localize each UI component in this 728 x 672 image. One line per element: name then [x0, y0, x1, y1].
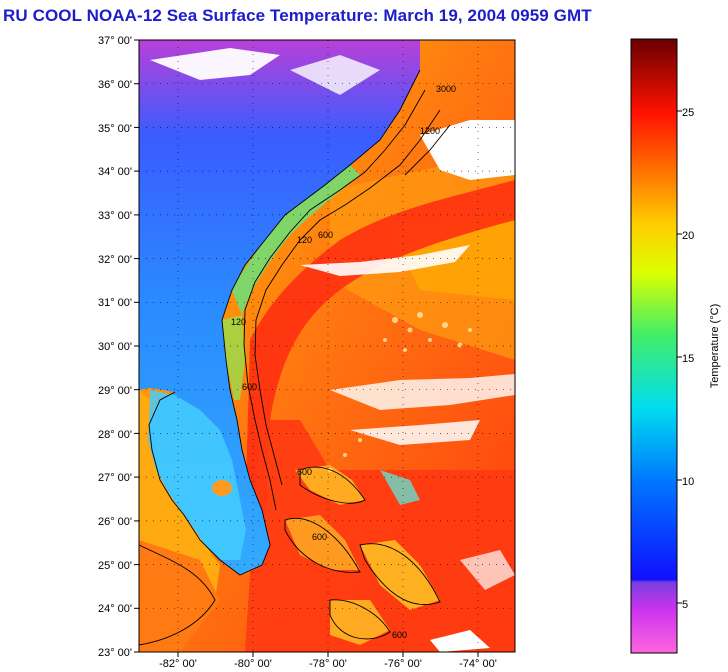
lat-label-32: 32° 00': [98, 254, 132, 266]
contour-label-600-north: 600: [318, 230, 333, 240]
lat-label-25: 25° 00': [98, 560, 132, 572]
lat-label-29: 29° 00': [98, 385, 132, 397]
contour-label-120-mid: 120: [231, 317, 246, 327]
lon-label-76: -76° 00': [384, 658, 422, 670]
lon-label-78: -78° 00': [309, 658, 347, 670]
lat-label-34: 34° 00': [98, 166, 132, 178]
lat-label-37: 37° 00': [98, 35, 132, 47]
colorbar-tick-10: 10: [682, 476, 694, 488]
colorbar-tick-25: 25: [682, 107, 694, 119]
contour-label-600-southeast: 600: [392, 630, 407, 640]
lon-label-82: -82° 00': [159, 658, 197, 670]
lon-label-74: -74° 00': [459, 658, 497, 670]
latitude-axis: 37° 00' 36° 00' 35° 00' 34° 00' 33° 00' …: [98, 35, 132, 659]
sst-image: [139, 40, 515, 652]
colorbar-tick-5: 5: [682, 599, 688, 611]
contour-label-1200: 1200: [420, 126, 440, 136]
lat-label-26: 26° 00': [98, 516, 132, 528]
contour-label-600-mid: 600: [242, 382, 257, 392]
contour-label-600-bahamas: 600: [297, 467, 312, 477]
longitude-axis: -82° 00' -80° 00' -78° 00' -76° 00' -74°…: [159, 658, 497, 670]
lat-label-24: 24° 00': [98, 603, 132, 615]
lat-label-28: 28° 00': [98, 429, 132, 441]
lat-label-36: 36° 00': [98, 79, 132, 91]
lon-label-80: -80° 00': [234, 658, 272, 670]
lat-label-35: 35° 00': [98, 123, 132, 135]
colorbar-gradient: [630, 38, 678, 654]
colorbar-tick-15: 15: [682, 353, 694, 365]
lat-label-31: 31° 00': [98, 297, 132, 309]
lat-label-33: 33° 00': [98, 210, 132, 222]
colorbar-tick-20: 20: [682, 230, 694, 242]
colorbar: 25 20 15 10 5 Temperature (°C): [630, 38, 721, 654]
map-ticks: [134, 39, 479, 657]
lat-label-23: 23° 00': [98, 647, 132, 659]
lat-label-30: 30° 00': [98, 341, 132, 353]
contour-label-600-south: 600: [312, 532, 327, 542]
contour-label-120-north: 120: [297, 235, 312, 245]
colorbar-label: Temperature (°C): [709, 304, 721, 388]
contour-label-3000: 3000: [436, 84, 456, 94]
map-title: RU COOL NOAA-12 Sea Surface Temperature:…: [3, 6, 592, 25]
lat-label-27: 27° 00': [98, 472, 132, 484]
